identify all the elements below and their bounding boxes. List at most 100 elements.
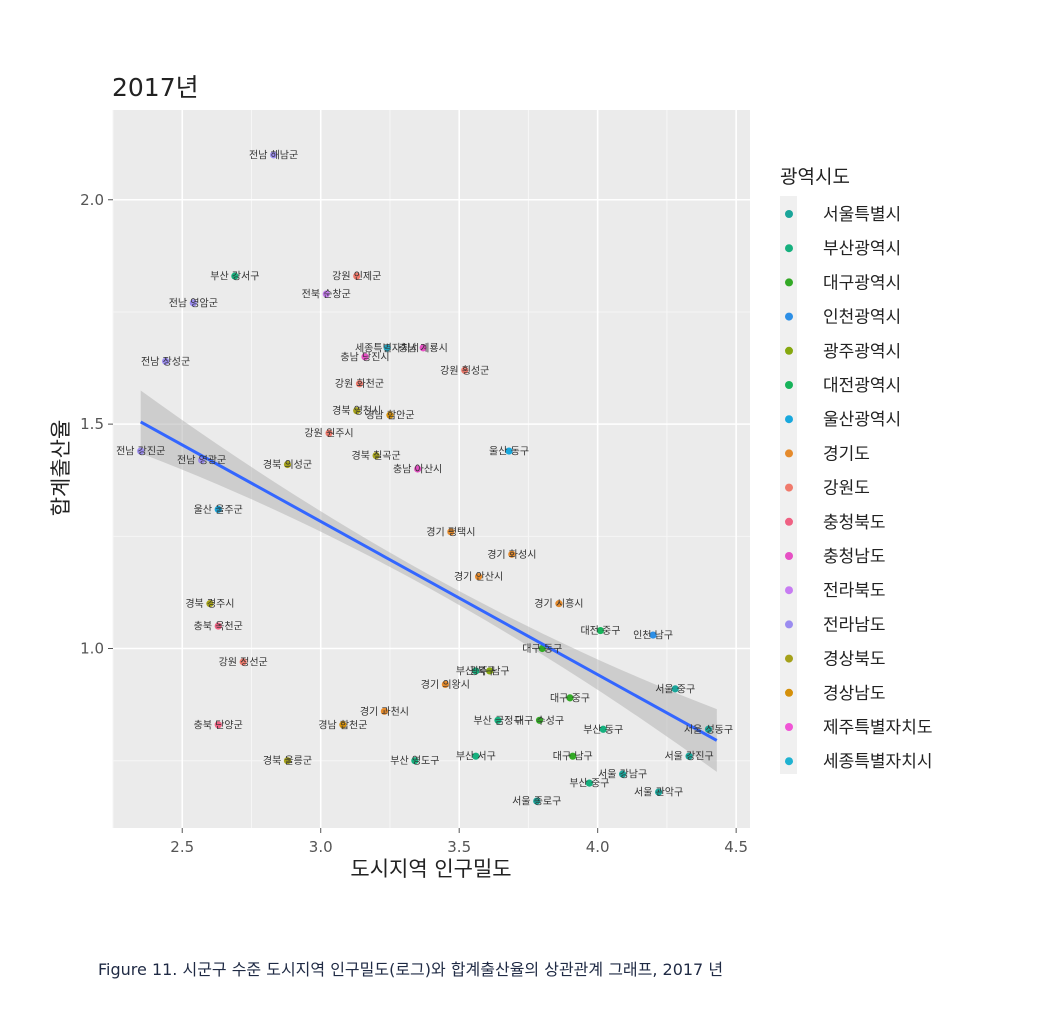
data-point (494, 716, 502, 724)
point-label: 세종특별자치시 (355, 342, 419, 354)
point-label: 강원 원주시 (304, 428, 353, 440)
data-point (214, 505, 222, 513)
data-point (472, 752, 480, 760)
legend-label: 울산광역시 (823, 410, 901, 430)
point-label: 전남 강진군 (116, 446, 165, 458)
data-point (585, 779, 593, 787)
data-point (619, 770, 627, 778)
data-point (283, 757, 292, 765)
data-point (419, 344, 427, 352)
trend-line (139, 420, 718, 742)
point-label: 부산 북구 (456, 665, 496, 677)
point-label: 강원 화천군 (335, 378, 384, 390)
point-label: 광주 남구 (470, 665, 510, 677)
point-label: 대구 수성구 (515, 715, 564, 727)
point-label: 충남 계룡시 (399, 342, 448, 354)
data-point (704, 725, 713, 733)
point-label: 경기 평택시 (426, 525, 475, 538)
chart-title: 2017년 (112, 73, 199, 102)
data-point (322, 290, 330, 298)
legend-key (785, 449, 793, 458)
data-point (441, 680, 449, 689)
y-tick-label: 2.0 (80, 191, 104, 209)
data-point (411, 757, 419, 765)
point-label: 전남 해남군 (249, 148, 298, 161)
point-label: 서울 관악구 (634, 787, 683, 799)
point-label: 경북 경주시 (185, 597, 234, 610)
legend-label: 부산광역시 (823, 239, 901, 259)
data-point (655, 788, 663, 796)
point-label: 경남 합천군 (318, 718, 367, 731)
legend-key (785, 346, 793, 355)
point-label: 강원 횡성군 (440, 365, 489, 377)
data-point (486, 667, 494, 675)
point-label: 전남 영암군 (169, 297, 218, 309)
point-label: 경기 의왕시 (421, 678, 470, 691)
y-axis-title: 합계출산율 (49, 420, 73, 517)
legend-key (785, 586, 793, 595)
point-label: 경기 화성시 (487, 548, 536, 561)
legend-title: 광역시도 (780, 166, 850, 188)
data-point (189, 299, 197, 307)
x-tick-label: 4.0 (586, 838, 610, 856)
y-tick-label: 1.0 (80, 640, 104, 658)
data-point (361, 353, 369, 361)
data-point (569, 752, 577, 760)
regression-line (139, 420, 718, 742)
legend-key (785, 244, 793, 253)
point-label: 충남 아산시 (393, 464, 442, 476)
x-axis-title: 도시지역 인구밀도 (350, 857, 511, 881)
data-points (137, 151, 713, 805)
point-label: 경북 의성군 (263, 458, 312, 471)
data-point (685, 752, 693, 760)
point-label: 강원 정선군 (219, 656, 268, 668)
figure-caption: Figure 11. 시군구 수준 도시지역 인구밀도(로그)와 합계출산율의 … (98, 960, 724, 979)
x-tick-label: 3.5 (447, 838, 471, 856)
legend-key (785, 415, 793, 424)
data-point (162, 357, 170, 365)
legend-label: 전라남도 (823, 615, 886, 635)
point-label: 충북 단양군 (194, 719, 243, 731)
point-label: 충북 옥천군 (194, 621, 243, 633)
legend-key (785, 483, 793, 492)
x-tick-label: 4.5 (724, 838, 748, 856)
data-point (535, 716, 544, 724)
data-point (474, 573, 483, 581)
legend-key (785, 517, 793, 526)
point-label: 경북 울릉군 (263, 754, 312, 767)
data-point (353, 272, 361, 280)
data-point (239, 658, 247, 666)
y-tick-label: 1.5 (80, 415, 104, 433)
data-point (206, 600, 214, 608)
data-point (231, 272, 239, 280)
data-point (447, 528, 455, 536)
data-point (414, 465, 422, 473)
legend-key (785, 757, 793, 766)
point-label: 충남 당진시 (340, 351, 389, 363)
point-label: 경기 시흥시 (534, 597, 583, 610)
x-tick-label: 2.5 (170, 838, 194, 856)
legend-label: 대전광역시 (823, 376, 901, 396)
point-label: 부산 동구 (583, 724, 623, 736)
data-point (671, 685, 679, 693)
data-point (386, 411, 394, 419)
axis-ticks: 2.5 3.0 3.5 4.0 4.5 1.0 1.5 2.0 (80, 191, 748, 856)
legend-key (785, 723, 793, 731)
data-point (461, 366, 469, 374)
point-label: 대구 중구 (550, 692, 590, 704)
point-label: 대구 남구 (553, 751, 593, 763)
legend-label: 충청북도 (823, 513, 886, 533)
data-point (649, 631, 657, 639)
point-label: 부산 강서구 (210, 271, 259, 283)
legend-key (785, 278, 793, 287)
point-label: 경기 안산시 (454, 570, 503, 583)
legend-label: 서울특별시 (823, 205, 901, 225)
point-label: 대전 중구 (580, 625, 620, 637)
legend-key (785, 381, 793, 389)
point-label: 경남 함안군 (365, 409, 414, 422)
legend-label: 경상남도 (823, 684, 886, 704)
data-point (599, 725, 607, 733)
data-point (505, 447, 513, 455)
point-label: 인천 남구 (633, 630, 673, 642)
